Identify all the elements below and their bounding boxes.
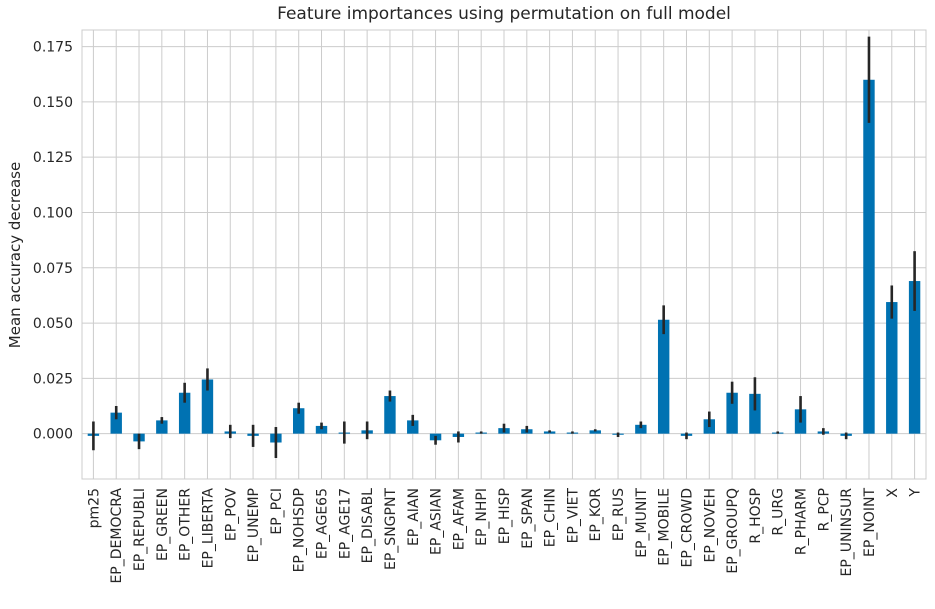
x-tick-label: R_URG — [771, 488, 787, 536]
x-tick-label: EP_DISABL — [360, 488, 376, 564]
x-tick-label: EP_GREEN — [155, 488, 171, 561]
x-tick-label: EP_AGE65 — [315, 488, 331, 559]
y-tick-label: 0.075 — [33, 261, 73, 277]
x-tick-label: EP_SNGPNT — [383, 488, 399, 570]
x-tick-label: pm25 — [86, 488, 102, 528]
x-tick-label: EP_CHIN — [543, 488, 559, 547]
x-tick-label: EP_POV — [223, 488, 239, 542]
x-tick-labels: pm25 EP_DEMOCRA EP_REPUBLI EP_GREEN EP_OTHER… — [86, 488, 923, 584]
x-tick-label: EP_NOINT — [862, 488, 878, 557]
x-tick-label: EP_VIET — [565, 488, 581, 544]
x-tick-label: R_PCP — [816, 488, 832, 531]
y-axis-label: Mean accuracy decrease — [6, 162, 24, 348]
bar-x — [886, 302, 898, 434]
bar-ep-noint — [863, 79, 875, 434]
x-tick-label: EP_NOVEH — [702, 488, 718, 562]
x-tick-label: EP_REPUBLI — [132, 488, 148, 571]
y-tick-label: 0.175 — [33, 40, 73, 56]
x-tick-label: EP_AGE17 — [337, 488, 353, 559]
plot-frame — [81, 29, 927, 480]
x-tick-label: EP_OTHER — [178, 488, 194, 561]
bar-ep-other — [178, 392, 191, 434]
x-tick-label: EP_LIBERTA — [200, 488, 216, 569]
bar-ep-green — [156, 420, 168, 434]
x-tick-label: EP_NHPI — [474, 488, 490, 546]
bar-ep-liberta — [201, 379, 214, 434]
y-tick-label: 0.025 — [33, 371, 73, 387]
x-tick-label: EP_DEMOCRA — [109, 488, 125, 584]
x-tick-label: EP_NOHSDP — [292, 488, 308, 572]
bar-ep-aian — [407, 420, 419, 434]
bar-ep-nohsdp — [293, 408, 305, 434]
x-tick-label: EP_RUS — [611, 488, 627, 541]
y-tick-label: 0.100 — [33, 205, 73, 221]
x-tick-label: EP_PCI — [269, 488, 285, 535]
bar-ep-age65 — [315, 425, 328, 434]
x-tick-label: Y — [908, 488, 924, 498]
x-tick-label: X — [885, 488, 901, 498]
bar-ep-groupq — [726, 392, 738, 434]
x-tick-label: EP_SPAN — [520, 488, 536, 549]
x-tick-label: EP_MUNIT — [634, 488, 650, 558]
x-tick-label: EP_UNEMP — [246, 488, 262, 562]
x-tick-label: EP_UNINSUR — [839, 488, 855, 577]
y-tick-label: 0.050 — [33, 316, 73, 332]
y-tick-label: 0.125 — [33, 150, 73, 166]
x-tick-label: EP_HISP — [497, 488, 513, 544]
chart-title: Feature importances using permutation on… — [277, 4, 731, 24]
bar-ep-democra — [110, 412, 122, 434]
x-tick-label: EP_AIAN — [406, 488, 422, 546]
x-tick-label: EP_AFAM — [451, 488, 467, 550]
y-tick-label: 0.000 — [33, 427, 73, 443]
bar-ep-kor — [589, 430, 601, 434]
bar-r-hosp — [749, 393, 761, 434]
x-tick-label: R_HOSP — [748, 488, 764, 544]
bar-ep-sngpnt — [384, 396, 396, 434]
y-tick-labels: 0.000 0.025 0.050 0.075 0.100 0.125 0.150 0.175 — [33, 40, 73, 443]
x-tick-label: EP_CROWD — [679, 488, 695, 567]
x-tick-label: EP_GROUPQ — [725, 488, 741, 574]
y-tick-label: 0.150 — [33, 95, 73, 111]
x-tick-label: EP_MOBILE — [657, 488, 673, 566]
bar-ep-mobile — [657, 319, 670, 434]
bar-ep-munit — [635, 424, 647, 434]
bar-y — [908, 281, 921, 434]
x-tick-label: EP_ASIAN — [429, 488, 445, 555]
x-tick-label: R_PHARM — [794, 488, 810, 555]
x-tick-label: EP_KOR — [588, 488, 604, 542]
error-bars — [92, 36, 916, 458]
